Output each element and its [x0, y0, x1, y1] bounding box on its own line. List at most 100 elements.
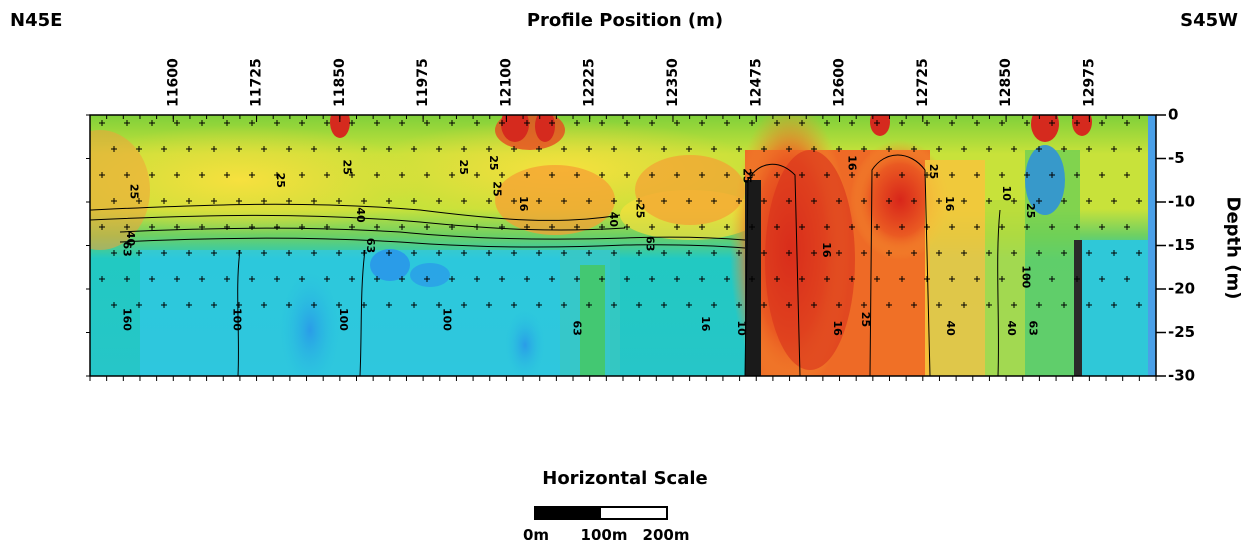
- measurement-point: [986, 302, 992, 308]
- measurement-point: [886, 302, 892, 308]
- measurement-point: [374, 224, 380, 230]
- measurement-point: [236, 146, 242, 152]
- contour-label-5: 63: [121, 241, 134, 256]
- x-tick-label-9: 12725: [915, 58, 931, 107]
- measurement-point: [549, 276, 555, 282]
- right-direction-label: S45W: [1180, 10, 1238, 31]
- contour-label-30: 25: [859, 312, 872, 327]
- measurement-point: [1011, 198, 1017, 204]
- measurement-point: [1086, 146, 1092, 152]
- measurement-point: [411, 146, 417, 152]
- measurement-point: [1099, 276, 1105, 282]
- contour-label-14: 25: [740, 168, 753, 183]
- measurement-point: [736, 302, 742, 308]
- contour-label-13: 63: [644, 236, 657, 251]
- measurement-point: [761, 250, 767, 256]
- measurement-point: [99, 172, 105, 178]
- scale-label-0: 0m: [522, 526, 550, 544]
- measurement-point: [486, 302, 492, 308]
- measurement-point: [611, 250, 617, 256]
- x-tick-label-11: 12975: [1081, 58, 1097, 107]
- measurement-point: [1061, 250, 1067, 256]
- measurement-point: [499, 120, 505, 126]
- measurement-point: [336, 198, 342, 204]
- measurement-point: [986, 146, 992, 152]
- measurement-point: [361, 198, 367, 204]
- measurement-point: [99, 224, 105, 230]
- measurement-point: [299, 120, 305, 126]
- contour-label-28: 10: [735, 320, 748, 336]
- measurement-point: [749, 276, 755, 282]
- measurement-point: [1136, 146, 1142, 152]
- measurement-point: [1111, 146, 1117, 152]
- measurement-point: [1061, 302, 1067, 308]
- measurement-point: [549, 172, 555, 178]
- measurement-point: [1024, 276, 1030, 282]
- measurement-point: [136, 198, 142, 204]
- measurement-point: [1136, 250, 1142, 256]
- measurement-point: [1024, 172, 1030, 178]
- measurement-point: [961, 302, 967, 308]
- measurement-point: [236, 302, 242, 308]
- x-tick-label-10: 12850: [998, 58, 1014, 107]
- measurement-point: [449, 120, 455, 126]
- measurement-point: [261, 302, 267, 308]
- contour-label-7: 25: [457, 160, 470, 175]
- measurement-point: [636, 146, 642, 152]
- measurement-point: [474, 224, 480, 230]
- measurement-point: [849, 172, 855, 178]
- measurement-point: [974, 224, 980, 230]
- measurement-point: [124, 120, 130, 126]
- measurement-point: [761, 198, 767, 204]
- measurement-point: [724, 224, 730, 230]
- measurement-point: [936, 302, 942, 308]
- measurement-point: [461, 198, 467, 204]
- contour-label-0: 25: [127, 184, 140, 199]
- measurement-point: [661, 198, 667, 204]
- measurement-point: [699, 172, 705, 178]
- measurement-point: [1036, 250, 1042, 256]
- measurement-point: [161, 198, 167, 204]
- measurement-point: [174, 120, 180, 126]
- measurement-point: [261, 198, 267, 204]
- measurement-point: [224, 224, 230, 230]
- measurement-point: [261, 146, 267, 152]
- measurement-point: [774, 120, 780, 126]
- measurement-point: [336, 302, 342, 308]
- measurement-point: [349, 172, 355, 178]
- measurement-point: [624, 224, 630, 230]
- measurement-point: [849, 120, 855, 126]
- measurement-point: [299, 224, 305, 230]
- contour-label-9: 25: [490, 181, 503, 196]
- measurement-point: [774, 172, 780, 178]
- measurement-point: [449, 276, 455, 282]
- measurement-point: [874, 224, 880, 230]
- measurement-point: [761, 302, 767, 308]
- measurement-point: [374, 276, 380, 282]
- measurement-point: [274, 172, 280, 178]
- measurement-point: [961, 198, 967, 204]
- contour-label-15: 16: [820, 242, 833, 258]
- measurement-point: [861, 250, 867, 256]
- measurement-point: [649, 172, 655, 178]
- measurement-point: [1024, 224, 1030, 230]
- measurement-point: [111, 146, 117, 152]
- y-tick-label-4: -20: [1168, 280, 1195, 298]
- measurement-point: [861, 198, 867, 204]
- measurement-point: [124, 224, 130, 230]
- contour-label-10: 16: [517, 196, 530, 212]
- measurement-point: [499, 224, 505, 230]
- measurement-point: [686, 302, 692, 308]
- measurement-point: [386, 302, 392, 308]
- measurement-point: [936, 198, 942, 204]
- measurement-point: [249, 224, 255, 230]
- measurement-point: [436, 146, 442, 152]
- measurement-point: [474, 120, 480, 126]
- measurement-point: [486, 250, 492, 256]
- measurement-point: [1124, 224, 1130, 230]
- measurement-point: [574, 172, 580, 178]
- measurement-point: [449, 224, 455, 230]
- measurement-point: [724, 276, 730, 282]
- measurement-point: [1124, 120, 1130, 126]
